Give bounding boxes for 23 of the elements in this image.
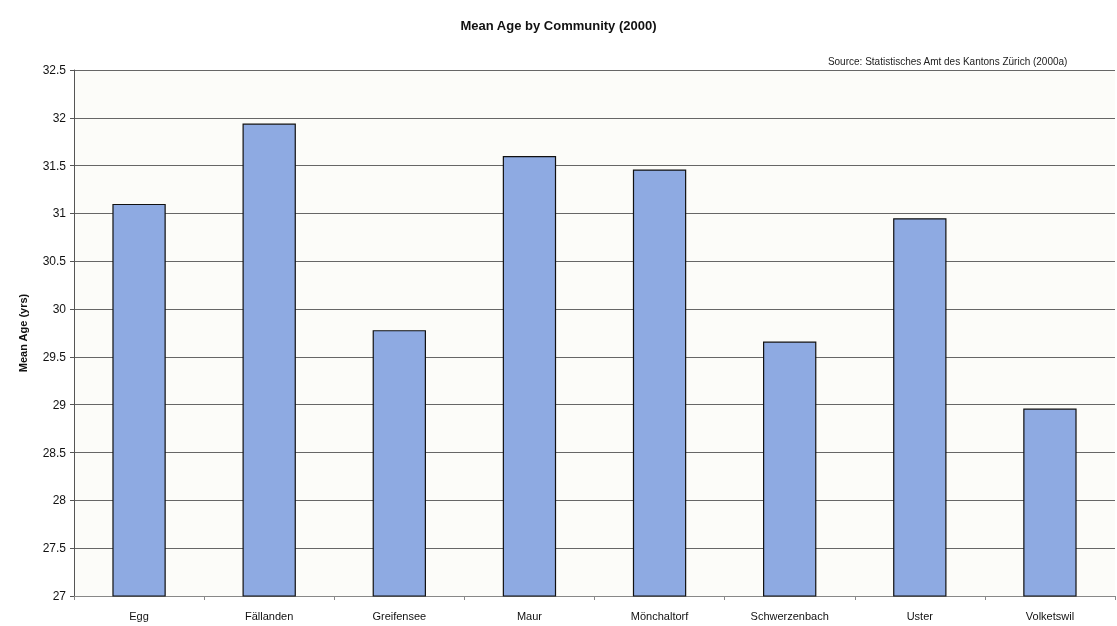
y-tick-label: 29.5 [42, 349, 67, 364]
x-tick-label: Maur [516, 609, 543, 622]
y-tick-label: 29 [52, 397, 67, 412]
x-tick-label: Uster [906, 609, 934, 622]
y-tick-label: 28 [52, 493, 67, 508]
y-tick-label: 32 [52, 110, 67, 125]
x-tick-label: Greifensee [372, 609, 427, 622]
y-tick-label: 30.5 [42, 254, 67, 269]
x-tick-label: Fällanden [245, 609, 294, 622]
y-tick-label: 27.5 [42, 541, 67, 556]
y-tick-label: 32.5 [42, 63, 67, 77]
x-tick-label: Schwerzenbach [750, 609, 829, 622]
source-note: Source: Statistisches Amt des Kantons Zürich (2000a) [827, 55, 1068, 67]
y-axis-title: Mean Age (yrs) [16, 293, 29, 373]
y-tick-label: 28.5 [42, 445, 67, 460]
chart-title: Mean Age by Community (2000) [460, 18, 657, 33]
x-tick-label: Volketswil [1025, 609, 1075, 622]
x-tick-label: Mönchaltorf [630, 609, 690, 622]
y-tick-label: 31 [52, 206, 67, 221]
x-tick-label: Egg [129, 609, 149, 622]
y-tick-label: 30 [52, 302, 67, 317]
y-tick-label: 31.5 [42, 158, 67, 173]
y-tick-label: 27 [52, 589, 67, 603]
